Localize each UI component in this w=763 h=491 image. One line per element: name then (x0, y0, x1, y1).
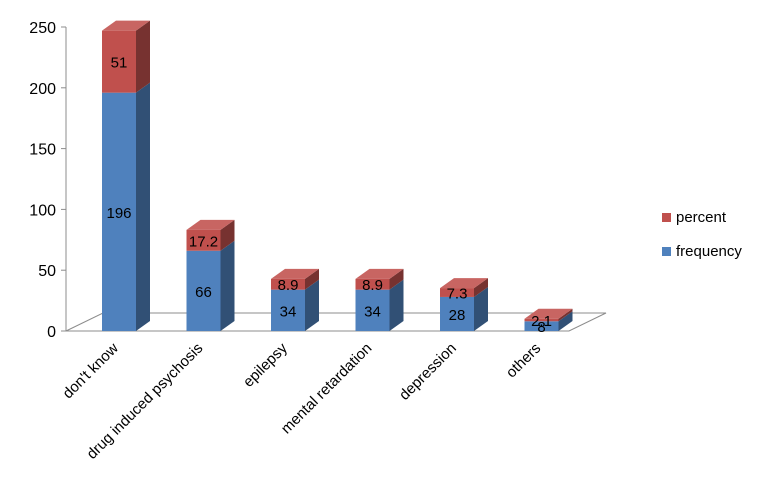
y-tick-label: 250 (29, 20, 56, 37)
y-tick-label: 0 (47, 324, 56, 341)
data-label-frequency: 8 (537, 319, 545, 336)
legend-swatch (662, 213, 671, 222)
data-label-frequency: 66 (195, 284, 212, 301)
data-label-percent: 7.3 (447, 286, 468, 303)
legend-label: frequency (676, 243, 742, 260)
legend-item-frequency: frequency (662, 243, 742, 260)
bar-frequency-5 (524, 311, 573, 331)
legend-item-percent: percent (662, 209, 727, 226)
data-label-percent: 51 (111, 55, 128, 72)
data-label-percent: 8.9 (362, 277, 383, 294)
y-tick-label: 50 (38, 263, 56, 280)
category-label: don't know (59, 340, 122, 403)
category-label: epilepsy (240, 339, 291, 390)
data-label-frequency: 196 (106, 205, 131, 222)
bar-frequency-3 (355, 279, 404, 331)
bar-frequency-1 (186, 240, 235, 331)
y-tick-label: 200 (29, 81, 56, 98)
data-label-percent: 17.2 (189, 233, 218, 250)
y-tick-label: 150 (29, 142, 56, 159)
legend: percent frequency (662, 209, 742, 260)
bar-frequency-0 (102, 82, 150, 331)
data-label-percent: 8.9 (278, 277, 299, 294)
bar-percent-5 (524, 308, 573, 322)
category-label: depression (396, 340, 460, 404)
bar-frequency-4 (440, 286, 488, 331)
bar-percent-4 (440, 278, 488, 297)
data-label-frequency: 28 (449, 307, 466, 324)
data-label-frequency: 34 (364, 303, 381, 320)
bar-percent-1 (186, 219, 235, 251)
category-label: mental retardation (278, 340, 376, 438)
data-label-percent: 2.1 (531, 313, 552, 330)
y-tick-label: 100 (29, 202, 56, 219)
bars-group (102, 20, 573, 331)
y-axis: 0 50 100 150 200 250 (29, 20, 67, 341)
bar-percent-2 (271, 268, 319, 290)
data-label-frequency: 34 (280, 303, 297, 320)
bar-percent-0 (102, 20, 150, 93)
category-label: others (503, 340, 545, 382)
bar-percent-3 (355, 268, 404, 290)
bar-frequency-2 (271, 279, 319, 331)
legend-swatch (662, 247, 671, 256)
legend-label: percent (676, 209, 727, 226)
